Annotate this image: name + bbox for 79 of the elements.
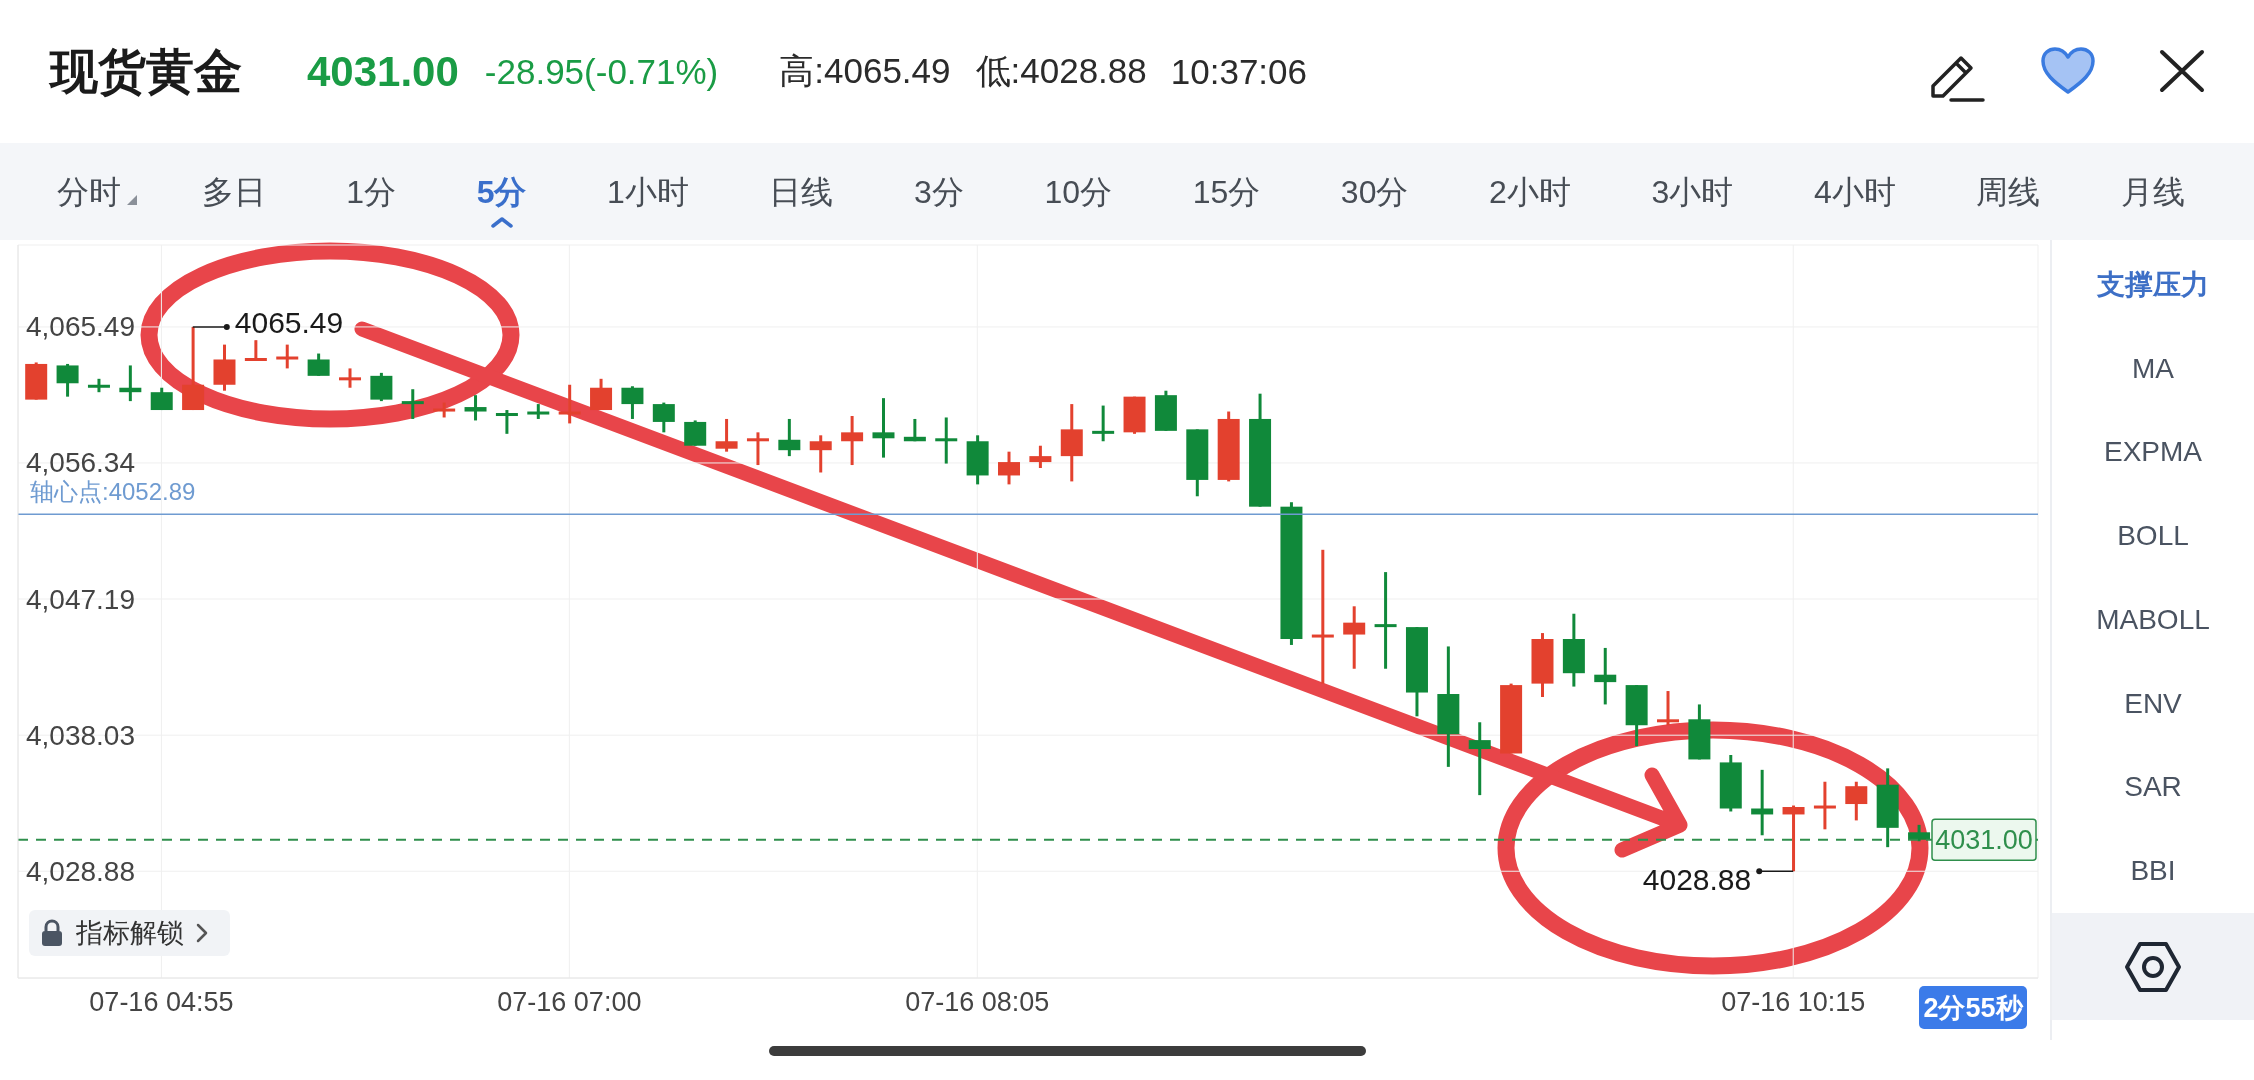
- category-label: 周线: [1976, 173, 2041, 210]
- category-label: 1分: [346, 173, 397, 210]
- y-tick-label: 4,028.88: [26, 855, 135, 887]
- category-label: 30分: [1340, 173, 1409, 210]
- x-tick-label: 07-16 07:00: [497, 987, 642, 1018]
- candlestick: [276, 344, 299, 369]
- category-label: 3小时: [1651, 173, 1734, 210]
- category-label: ENV: [2124, 687, 2182, 719]
- candlestick: [1594, 646, 1617, 705]
- candlestick: [872, 398, 895, 458]
- x-tick-label: 07-16 10:15: [1721, 987, 1866, 1018]
- text: 10:37:06: [1170, 51, 1308, 92]
- candlestick: [1374, 572, 1397, 669]
- candlestick: [684, 420, 707, 446]
- candlestick: [1782, 805, 1805, 872]
- category-label: 支撑压力: [2097, 269, 2209, 300]
- annotation: 指标解锁: [76, 917, 184, 950]
- candlestick: [464, 395, 487, 421]
- y-tick-label: 4,065.49: [26, 311, 135, 343]
- category-label: BBI: [2130, 854, 2176, 886]
- category-label: 5分: [476, 173, 527, 210]
- candlestick: [307, 353, 330, 376]
- category-label: 10分: [1044, 173, 1113, 210]
- unlock-button: 指标解锁: [29, 910, 230, 956]
- candlestick: [1468, 722, 1491, 797]
- text: 现货黄金: [50, 43, 242, 100]
- category-label: EXPMA: [2103, 436, 2203, 468]
- y-tick-label: 4,038.03: [26, 719, 135, 751]
- candlestick: [998, 451, 1021, 485]
- candlestick: [621, 386, 644, 419]
- y-tick-label: 4,047.19: [26, 583, 135, 615]
- candlestick: [339, 368, 362, 388]
- candlestick: [1845, 781, 1868, 821]
- candlestick: [1311, 548, 1334, 684]
- candlestick: [56, 362, 79, 397]
- category-label: MA: [2132, 352, 2174, 384]
- candlestick: [715, 417, 738, 452]
- candlestick: [935, 417, 958, 464]
- category-label: 3分: [914, 173, 964, 210]
- candlestick: [401, 389, 424, 419]
- category-label: 日线: [769, 173, 834, 210]
- category-label: 分时: [57, 173, 121, 210]
- countdown-badge: 2分55秒: [1919, 986, 2027, 1029]
- category-label: 4小时: [1813, 173, 1896, 210]
- category-label: BOLL: [2117, 520, 2189, 552]
- candlestick: [1813, 781, 1836, 830]
- candlestick: [558, 383, 581, 424]
- category-label: 2小时: [1489, 173, 1571, 210]
- category-label: 多日: [201, 173, 266, 210]
- category-label: 月线: [2120, 173, 2185, 210]
- category-label: 15分: [1192, 173, 1261, 210]
- category-label: SAR: [2124, 771, 2182, 803]
- annotation: 4065.49: [234, 306, 344, 340]
- x-tick-label: 07-16 08:05: [905, 987, 1050, 1018]
- category-label: MABOLL: [2096, 603, 2210, 635]
- ref-line-label: 4031.00: [1935, 824, 2033, 855]
- y-tick-label: 4,056.34: [26, 447, 135, 479]
- candlestick: [370, 371, 393, 403]
- candlestick: [778, 417, 801, 458]
- candlestick: [1092, 405, 1115, 442]
- ref-line-label: 轴心点:4052.89: [30, 478, 196, 506]
- candlestick: [1657, 691, 1680, 727]
- category-label: 1小时: [607, 173, 689, 210]
- candlestick: [495, 410, 518, 434]
- candlestick: [746, 432, 769, 467]
- candlestick: [1343, 606, 1366, 669]
- text: 高:4065.49: [779, 50, 951, 92]
- candlestick: [119, 365, 142, 403]
- text: 低:4028.88: [975, 50, 1147, 92]
- x-tick-label: 07-16 04:55: [89, 987, 234, 1018]
- annotation: 4028.88: [1642, 862, 1752, 896]
- candlestick: [1029, 445, 1052, 469]
- text: 4031.00: [307, 47, 459, 96]
- candlestick: [590, 377, 613, 412]
- candlestick: [652, 402, 675, 433]
- candlestick: [809, 435, 832, 473]
- candlestick: [244, 340, 267, 361]
- text: -28.95(-0.71%): [484, 51, 719, 92]
- candlestick: [841, 415, 864, 467]
